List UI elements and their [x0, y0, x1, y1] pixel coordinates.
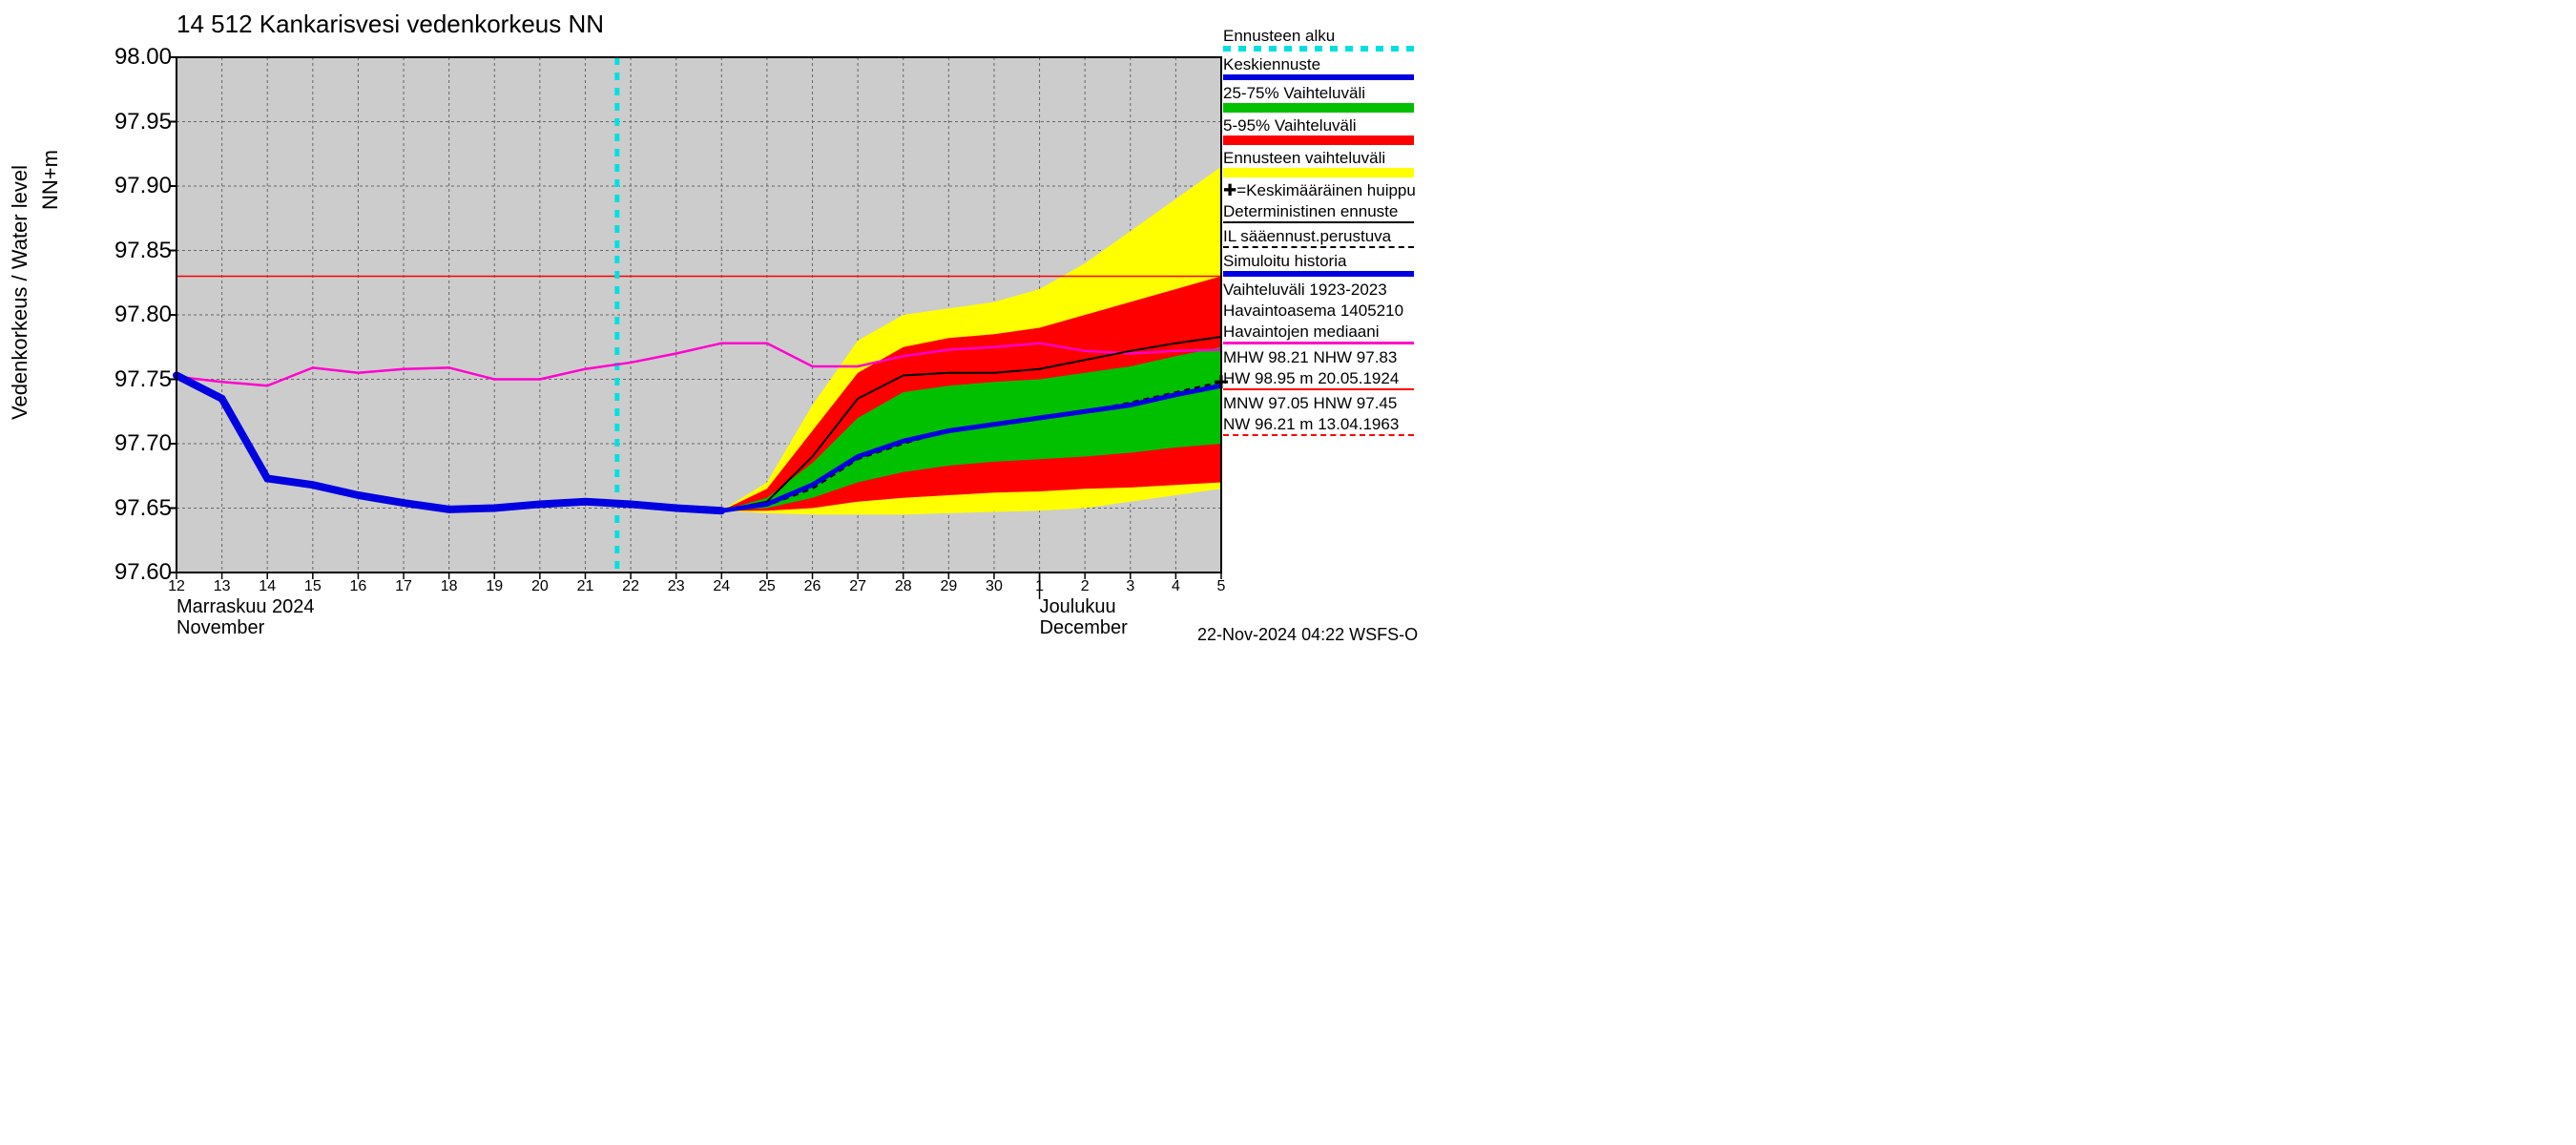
legend-swatch: [1223, 221, 1414, 223]
legend-item: Deterministinen ennuste: [1223, 202, 1423, 223]
legend-label: 25-75% Vaihteluväli: [1223, 84, 1423, 103]
legend-label: ✚=Keskimääräinen huippu: [1223, 181, 1423, 200]
chart-page: 14 512 Kankarisvesi vedenkorkeus NN Vede…: [0, 0, 1431, 668]
legend-label: Ennusteen alku: [1223, 27, 1423, 46]
x-tick: 1: [1035, 578, 1044, 595]
y-tick: 98.00: [57, 44, 172, 71]
legend-swatch: [1223, 271, 1414, 277]
legend-swatch: [1223, 135, 1414, 145]
chart-svg: [0, 0, 1431, 668]
x-tick: 18: [441, 578, 458, 595]
legend-label: Havaintojen mediaani: [1223, 323, 1423, 342]
legend-item: Havaintojen mediaani: [1223, 323, 1423, 344]
legend-label: MHW 98.21 NHW 97.83: [1223, 348, 1423, 367]
legend-label: Ennusteen vaihteluväli: [1223, 149, 1423, 168]
x-tick: 4: [1172, 578, 1180, 595]
legend-swatch: [1223, 246, 1414, 248]
month-right-fi: Joulukuu: [1040, 596, 1116, 618]
x-tick: 3: [1126, 578, 1134, 595]
legend-item: 5-95% Vaihteluväli: [1223, 116, 1423, 145]
x-tick: 28: [895, 578, 912, 595]
x-tick: 19: [486, 578, 503, 595]
legend-item: Ennusteen vaihteluväli: [1223, 149, 1423, 177]
x-tick: 23: [668, 578, 685, 595]
y-tick: 97.65: [57, 495, 172, 522]
legend-item: Ennusteen alku: [1223, 27, 1423, 52]
x-tick: 24: [713, 578, 730, 595]
legend-label: Simuloitu historia: [1223, 252, 1423, 271]
legend: Ennusteen alku Keskiennuste 25-75% Vaihtel…: [1223, 27, 1423, 440]
x-tick: 14: [259, 578, 276, 595]
legend-item: 25-75% Vaihteluväli: [1223, 84, 1423, 113]
legend-label: Havaintoasema 1405210: [1223, 302, 1423, 321]
legend-item: IL sääennust.perustuva: [1223, 227, 1423, 248]
legend-label: Vaihteluväli 1923-2023: [1223, 281, 1423, 300]
x-tick: 29: [940, 578, 957, 595]
legend-swatch: [1223, 103, 1414, 113]
legend-swatch: [1223, 388, 1414, 390]
legend-item: MNW 97.05 HNW 97.45: [1223, 394, 1423, 413]
legend-swatch: [1223, 46, 1414, 52]
legend-item: Vaihteluväli 1923-2023: [1223, 281, 1423, 300]
month-right-en: December: [1040, 617, 1128, 639]
legend-label: IL sääennust.perustuva: [1223, 227, 1423, 246]
legend-label: Deterministinen ennuste: [1223, 202, 1423, 221]
x-tick: 15: [304, 578, 322, 595]
y-tick: 97.85: [57, 238, 172, 264]
legend-swatch: [1223, 342, 1414, 344]
x-tick: 16: [350, 578, 367, 595]
y-tick: 97.75: [57, 366, 172, 393]
legend-swatch: [1223, 74, 1414, 80]
month-left-fi: Marraskuu 2024: [177, 596, 315, 618]
legend-item: Havaintoasema 1405210: [1223, 302, 1423, 321]
timestamp: 22-Nov-2024 04:22 WSFS-O: [1197, 625, 1418, 645]
legend-item: ✚=Keskimääräinen huippu: [1223, 181, 1423, 200]
x-tick: 25: [758, 578, 776, 595]
y-tick: 97.80: [57, 302, 172, 328]
legend-label: HW 98.95 m 20.05.1924: [1223, 369, 1423, 388]
legend-item: MHW 98.21 NHW 97.83: [1223, 348, 1423, 367]
x-tick: 21: [577, 578, 594, 595]
x-tick: 2: [1081, 578, 1090, 595]
legend-item: Simuloitu historia: [1223, 252, 1423, 277]
legend-item: Keskiennuste: [1223, 55, 1423, 80]
x-tick: 20: [531, 578, 549, 595]
month-left-en: November: [177, 617, 264, 639]
y-tick: 97.90: [57, 173, 172, 199]
legend-swatch: [1223, 434, 1414, 436]
x-tick: 13: [214, 578, 231, 595]
x-tick: 5: [1217, 578, 1226, 595]
legend-label: NW 96.21 m 13.04.1963: [1223, 415, 1423, 434]
legend-label: Keskiennuste: [1223, 55, 1423, 74]
legend-label: MNW 97.05 HNW 97.45: [1223, 394, 1423, 413]
legend-swatch: [1223, 168, 1414, 177]
x-tick: 30: [986, 578, 1003, 595]
legend-item: NW 96.21 m 13.04.1963: [1223, 415, 1423, 436]
x-tick: 12: [168, 578, 185, 595]
y-tick: 97.70: [57, 430, 172, 457]
legend-label: 5-95% Vaihteluväli: [1223, 116, 1423, 135]
y-tick: 97.95: [57, 109, 172, 135]
y-tick: 97.60: [57, 559, 172, 586]
x-tick: 17: [395, 578, 412, 595]
x-tick: 26: [804, 578, 821, 595]
legend-item: HW 98.95 m 20.05.1924: [1223, 369, 1423, 390]
x-tick: 22: [622, 578, 639, 595]
x-tick: 27: [849, 578, 866, 595]
